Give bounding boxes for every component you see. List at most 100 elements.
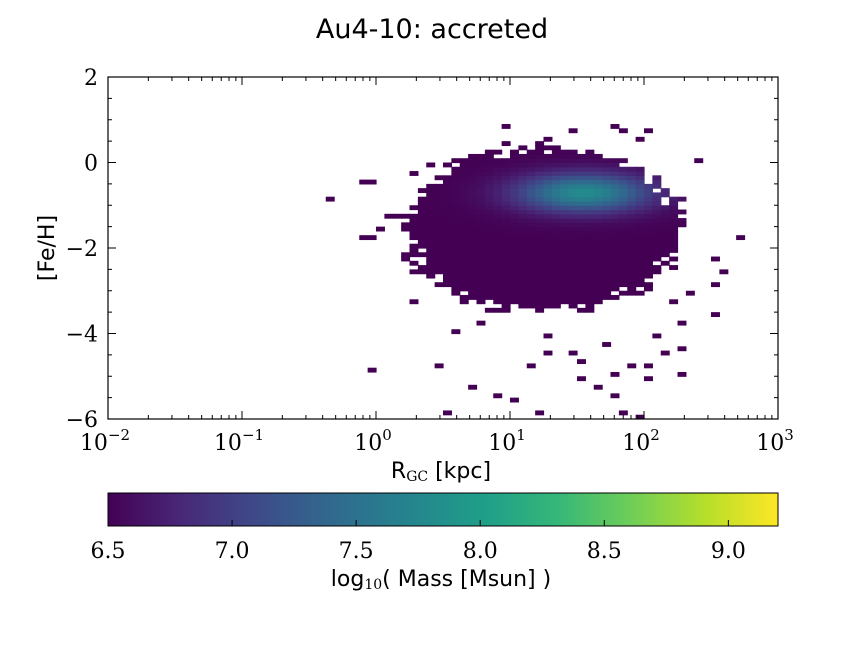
heatmap-cell (644, 273, 653, 279)
heatmap-cell (409, 252, 419, 258)
heatmap-cell (434, 183, 444, 189)
heatmap-cell (618, 226, 628, 232)
heatmap-cell (510, 252, 519, 258)
heatmap-cell (635, 192, 645, 198)
heatmap-cell (518, 222, 528, 228)
heatmap-cell (526, 230, 536, 236)
heatmap-cell (568, 260, 578, 266)
heatmap-cell (484, 213, 494, 219)
heatmap-cell (518, 252, 528, 258)
heatmap-cell (451, 230, 461, 236)
heatmap-cell (543, 252, 553, 258)
heatmap-cell (434, 218, 444, 223)
heatmap-cell (501, 183, 511, 189)
heatmap-cell (644, 226, 653, 232)
heatmap-cell (610, 273, 620, 279)
colorbar-tick-label: 8.0 (463, 539, 498, 564)
heatmap-cell (434, 282, 444, 288)
heatmap-cell (577, 290, 586, 296)
heatmap-cell (468, 277, 478, 283)
heatmap-cell (510, 196, 519, 202)
heatmap-cell (577, 282, 586, 288)
heatmap-cell (443, 277, 452, 283)
heatmap-cell (409, 299, 419, 305)
heatmap-cell (644, 239, 653, 245)
heatmap-cell (409, 269, 419, 275)
heatmap-cell (451, 286, 461, 292)
heatmap-cell (602, 243, 612, 249)
heatmap-cell (660, 252, 670, 258)
heatmap-cell (652, 205, 662, 211)
heatmap-cell (551, 243, 561, 249)
heatmap-cell (510, 239, 519, 245)
heatmap-cell (468, 218, 478, 223)
heatmap-cell (543, 218, 553, 223)
heatmap-cell (602, 200, 612, 206)
heatmap-cell (568, 179, 578, 185)
heatmap-cell (501, 179, 511, 185)
heatmap-cell (551, 222, 561, 228)
heatmap-cell (618, 273, 628, 279)
heatmap-cell (526, 282, 536, 288)
heatmap-cell (669, 209, 679, 215)
heatmap-cell (443, 265, 452, 270)
heatmap-cell (468, 200, 478, 206)
heatmap-cell (568, 269, 578, 275)
heatmap-cell (685, 290, 695, 296)
heatmap-cell (484, 260, 494, 266)
heatmap-cell (434, 363, 444, 369)
heatmap-cell (417, 209, 427, 215)
heatmap-cell (476, 192, 486, 198)
heatmap-cell (510, 158, 519, 164)
heatmap-cell (476, 290, 486, 296)
heatmap-cell (627, 188, 637, 194)
heatmap-cell (602, 290, 612, 296)
heatmap-cell (577, 226, 586, 232)
heatmap-cell (510, 273, 519, 279)
heatmap-cell (493, 196, 503, 202)
heatmap-cell (551, 218, 561, 223)
x-tick-label: 100 (354, 426, 392, 456)
heatmap-cell (627, 256, 637, 262)
heatmap-cell (618, 239, 628, 245)
heatmap-cell (518, 260, 528, 266)
heatmap-cell (417, 188, 427, 194)
heatmap-cell (401, 213, 411, 219)
heatmap-cell (476, 286, 486, 292)
heatmap-cell (602, 239, 612, 245)
heatmap-cell (551, 149, 561, 155)
heatmap-cell (443, 213, 452, 219)
heatmap-cell (518, 265, 528, 270)
heatmap-cell (535, 260, 545, 266)
heatmap-cell (459, 166, 469, 172)
heatmap-cell (602, 273, 612, 279)
heatmap-cell (434, 265, 444, 270)
heatmap-cell (417, 218, 427, 223)
heatmap-cell (518, 196, 528, 202)
heatmap-cell (652, 256, 662, 262)
heatmap-cell (602, 248, 612, 253)
heatmap-cell (602, 235, 612, 241)
heatmap-cell (367, 367, 377, 373)
heatmap-cell (660, 192, 670, 198)
heatmap-cell (451, 196, 461, 202)
heatmap-cell (644, 248, 653, 253)
heatmap-cell (493, 282, 503, 288)
heatmap-cell (585, 252, 595, 258)
heatmap-cell (526, 205, 536, 211)
heatmap-cell (610, 282, 620, 288)
heatmap-cell (451, 192, 461, 198)
heatmap-cell (577, 162, 586, 168)
heatmap-cell (618, 260, 628, 266)
heatmap-cell (434, 230, 444, 236)
heatmap-cell (635, 205, 645, 211)
heatmap-cell (459, 218, 469, 223)
heatmap-cell (627, 230, 637, 236)
heatmap-cell (459, 183, 469, 189)
heatmap-cell (602, 188, 612, 194)
heatmap-cell (543, 333, 553, 339)
heatmap-cell (577, 248, 586, 253)
heatmap-cell (484, 269, 494, 275)
heatmap-cell (610, 205, 620, 211)
heatmap-cell (551, 230, 561, 236)
